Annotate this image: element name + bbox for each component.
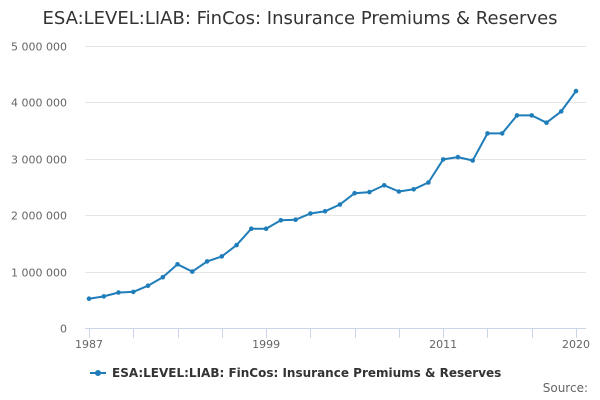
- data-point: [116, 290, 121, 295]
- data-point: [145, 283, 151, 289]
- data-point: [367, 189, 372, 195]
- data-point: [440, 157, 446, 162]
- data-point: [131, 289, 136, 295]
- data-point: [426, 180, 431, 185]
- y-tick-label: 2 000 000: [11, 210, 67, 223]
- axes: 0 1 000 000 2 000 000 3 000 000 4 000 000 5 0…: [11, 41, 590, 352]
- legend-label: ESA:LEVEL:LIAB: FinCos: Insurance Premiu…: [112, 366, 502, 380]
- data-point: [204, 259, 210, 264]
- data-point: [234, 242, 239, 248]
- legend[interactable]: ESA:LEVEL:LIAB: FinCos: Insurance Premiu…: [90, 366, 501, 380]
- series: [86, 88, 579, 302]
- data-point: [573, 88, 579, 94]
- data-point: [470, 158, 476, 163]
- data-point: [499, 131, 505, 136]
- data-point: [352, 190, 357, 196]
- y-tick-label: 5 000 000: [11, 41, 67, 54]
- y-tick-label: 1 000 000: [11, 267, 67, 280]
- legend-dot: [95, 370, 101, 376]
- data-point: [411, 187, 417, 192]
- data-point: [278, 218, 284, 223]
- data-point: [293, 217, 298, 222]
- y-tick-label: 3 000 000: [11, 154, 67, 167]
- data-point: [485, 131, 490, 136]
- data-point: [529, 113, 534, 118]
- data-point: [337, 202, 343, 207]
- data-point: [190, 269, 195, 274]
- data-point: [558, 109, 564, 114]
- x-tick-label: 1999: [252, 338, 280, 351]
- data-point: [381, 183, 387, 188]
- data-point: [322, 209, 328, 214]
- series-line: [88, 90, 577, 300]
- data-point: [160, 274, 166, 280]
- data-point: [263, 226, 269, 231]
- x-tick-label: 1987: [75, 338, 103, 351]
- data-point: [249, 226, 254, 231]
- legend-series-symbol: [90, 370, 106, 376]
- data-point: [86, 296, 92, 302]
- data-point: [396, 189, 402, 194]
- data-point: [455, 154, 461, 160]
- x-tick-label: 2011: [429, 338, 457, 351]
- y-tick-label: 0: [60, 323, 67, 336]
- data-point: [308, 211, 313, 216]
- data-point: [514, 113, 520, 118]
- chart-title: ESA:LEVEL:LIAB: FinCos: Insurance Premiu…: [42, 8, 558, 29]
- data-point: [544, 120, 549, 125]
- data-point: [175, 262, 180, 267]
- source-label: Source:: [542, 381, 588, 395]
- data-point: [219, 254, 225, 259]
- y-tick-label: 4 000 000: [11, 97, 67, 110]
- x-tick-label: 2020: [562, 338, 590, 351]
- data-point: [101, 294, 107, 299]
- grid-lines: [85, 46, 586, 273]
